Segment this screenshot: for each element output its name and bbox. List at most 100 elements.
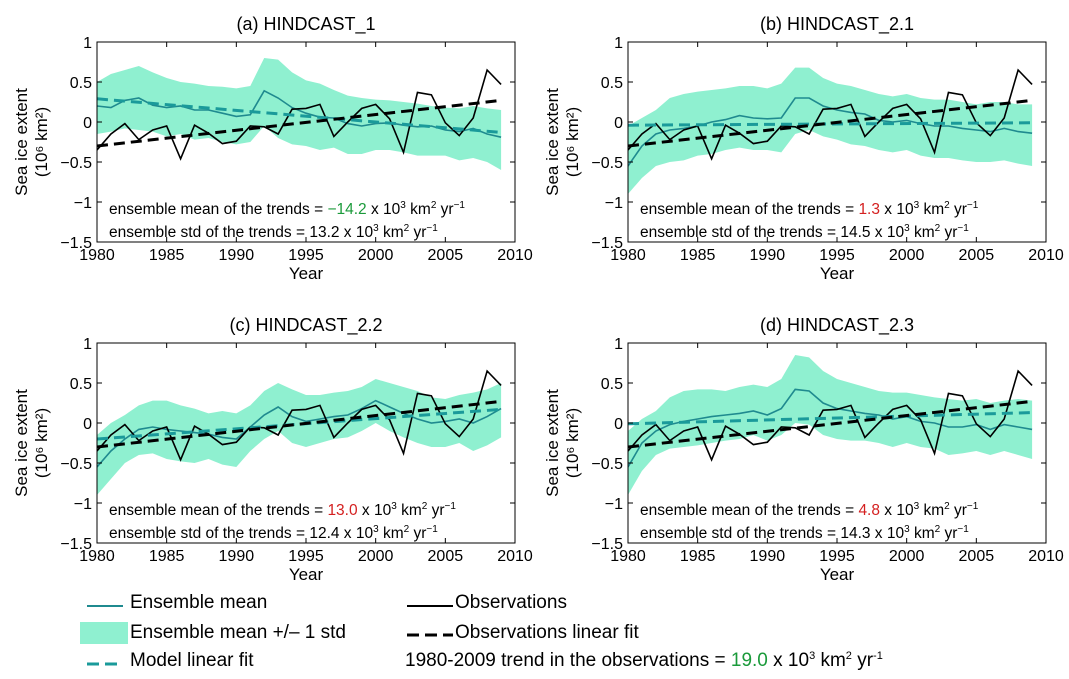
x-tick-label-a: 1985 xyxy=(149,247,185,264)
x-tick-label-b: 1990 xyxy=(750,247,786,264)
observations-trend-unit-lead: x 10 xyxy=(767,650,810,671)
y-tick-label-d: −0.5 xyxy=(591,456,623,473)
annotation-std-c: ensemble std of the trends = 12.4 x 103 … xyxy=(109,524,438,542)
x-axis-label-a: Year xyxy=(289,264,324,283)
y-tick-label-b: −1.5 xyxy=(591,235,623,252)
y-tick-label-c: −1 xyxy=(74,496,92,513)
legend-label-ensemble-mean: Ensemble mean xyxy=(130,592,268,613)
x-tick-label-b: 2000 xyxy=(889,247,925,264)
x-tick-label-c: 1995 xyxy=(288,548,324,565)
legend-label-model-fit: Model linear fit xyxy=(130,650,254,671)
annotation-mean-b: ensemble mean of the trends = 1.3 x 103 … xyxy=(640,200,979,218)
x-tick-label-a: 1995 xyxy=(288,247,324,264)
annotation-std-d: ensemble std of the trends = 14.3 x 103 … xyxy=(640,524,969,542)
panel-d: 1980 1985 1990 1995 2000 2005 2010 −1.5 −1 −0.5 0 0… xyxy=(543,315,1064,584)
y-tick-label-c: −0.5 xyxy=(60,456,92,473)
y-axis-label-a: Sea ice extent xyxy=(12,88,31,196)
y-tick-label-a: −0.5 xyxy=(60,155,92,172)
y-tick-label-a: 1 xyxy=(83,35,92,52)
observations-line-b xyxy=(628,68,1033,161)
x-tick-label-b: 1985 xyxy=(680,247,716,264)
x-tick-label-a: 2010 xyxy=(497,247,533,264)
x-tick-label-b: 1995 xyxy=(819,247,855,264)
x-tick-label-c: 1990 xyxy=(219,548,255,565)
y-tick-label-c: −1.5 xyxy=(60,536,92,553)
y-axis-unit-b: (10⁶ km²) xyxy=(563,107,582,177)
observations-trend-exp2: 2 xyxy=(845,650,852,662)
annotation-mean-d: ensemble mean of the trends = 4.8 x 103 … xyxy=(640,501,979,519)
x-axis-label-b: Year xyxy=(820,264,855,283)
ensemble-band-d xyxy=(628,355,1033,495)
observations-trend-value: 19.0 xyxy=(730,650,768,671)
ensemble-mean-line-d xyxy=(628,388,1033,468)
y-tick-label-b: 1 xyxy=(614,35,623,52)
y-tick-label-b: −0.5 xyxy=(591,155,623,172)
x-tick-label-c: 2000 xyxy=(358,548,394,565)
y-tick-label-c: 1 xyxy=(83,336,92,353)
ensemble-band-b xyxy=(628,67,1033,194)
legend-swatch-ensemble-mean xyxy=(87,605,123,607)
plot-area-c xyxy=(97,369,502,495)
y-tick-label-d: 0.5 xyxy=(601,376,623,393)
y-axis-label-b: Sea ice extent xyxy=(543,88,562,196)
x-tick-label-a: 2005 xyxy=(428,247,464,264)
legend-swatch-model-fit xyxy=(87,662,123,666)
y-axis-unit-d: (10⁶ km²) xyxy=(563,408,582,478)
x-tick-label-a: 1990 xyxy=(219,247,255,264)
x-tick-label-d: 1985 xyxy=(680,548,716,565)
plot-area-b xyxy=(628,67,1033,194)
x-tick-label-c: 1985 xyxy=(149,548,185,565)
y-tick-label-b: 0.5 xyxy=(601,75,623,92)
panel-c: 1980 1985 1990 1995 2000 2005 2010 −1.5 −1 −0.5 0 0… xyxy=(12,315,533,584)
figure: 1980 1985 1990 1995 2000 2005 2010 −1.5 −1 −0.5 0 0… xyxy=(12,14,1064,584)
annotation-std-a: ensemble std of the trends = 13.2 x 103 … xyxy=(109,223,438,241)
x-tick-label-c: 1980 xyxy=(79,548,115,565)
observations-trend-unit-mid: km xyxy=(815,650,846,671)
y-axis-unit-a: (10⁶ km²) xyxy=(32,107,51,177)
plot-area-d xyxy=(628,355,1033,495)
plot-area-a xyxy=(97,58,502,170)
legend: Ensemble mean Ensemble mean +/– 1 std Mo… xyxy=(0,590,1069,679)
legend-label-observations: Observations xyxy=(455,592,567,613)
observations-trend-exp3: -1 xyxy=(873,650,883,662)
y-tick-label-a: −1 xyxy=(74,195,92,212)
x-tick-label-d: 2000 xyxy=(889,548,925,565)
panel-a: 1980 1985 1990 1995 2000 2005 2010 −1.5 −1 −0.5 0 0… xyxy=(12,14,533,283)
y-tick-label-b: 0 xyxy=(614,115,623,132)
y-tick-label-a: 0.5 xyxy=(70,75,92,92)
y-axis-label-c: Sea ice extent xyxy=(12,389,31,497)
legend-label-obs-fit: Observations linear fit xyxy=(455,622,639,643)
x-tick-label-b: 2005 xyxy=(959,247,995,264)
panel-title-a: (a) HINDCAST_1 xyxy=(236,14,375,35)
x-tick-label-a: 1980 xyxy=(79,247,115,264)
observations-trend-text: 1980-2009 trend in the observations = 19… xyxy=(405,650,883,672)
x-tick-label-d: 1980 xyxy=(610,548,646,565)
legend-label-ensemble-band: Ensemble mean +/– 1 std xyxy=(130,622,346,643)
y-tick-label-d: 0 xyxy=(614,416,623,433)
y-tick-label-a: 0 xyxy=(83,115,92,132)
x-tick-label-c: 2010 xyxy=(497,548,533,565)
y-tick-label-c: 0 xyxy=(83,416,92,433)
x-tick-label-c: 2005 xyxy=(428,548,464,565)
x-tick-label-d: 2010 xyxy=(1028,548,1064,565)
y-tick-label-a: −1.5 xyxy=(60,235,92,252)
y-tick-label-c: 0.5 xyxy=(70,376,92,393)
x-tick-label-b: 1980 xyxy=(610,247,646,264)
panel-title-b: (b) HINDCAST_2.1 xyxy=(760,14,914,35)
observations-trend-exp1: 3 xyxy=(809,650,816,662)
observations-line-c xyxy=(97,369,502,462)
x-axis-label-c: Year xyxy=(289,565,324,584)
panel-title-d: (d) HINDCAST_2.3 xyxy=(760,315,914,336)
legend-swatch-obs-fit xyxy=(407,633,453,637)
observations-line-d xyxy=(628,369,1033,462)
x-tick-label-d: 1990 xyxy=(750,548,786,565)
x-tick-label-d: 2005 xyxy=(959,548,995,565)
legend-swatch-ensemble-band xyxy=(80,622,128,644)
ensemble-mean-line-a xyxy=(97,89,502,138)
observations-trend-unit-tail: yr xyxy=(851,650,874,671)
y-axis-label-d: Sea ice extent xyxy=(543,389,562,497)
annotation-std-b: ensemble std of the trends = 14.5 x 103 … xyxy=(640,223,969,241)
annotation-mean-c: ensemble mean of the trends = 13.0 x 103… xyxy=(109,501,456,519)
panel-b: 1980 1985 1990 1995 2000 2005 2010 −1.5 −1 −0.5 0 0… xyxy=(543,14,1064,283)
y-tick-label-d: −1 xyxy=(605,496,623,513)
